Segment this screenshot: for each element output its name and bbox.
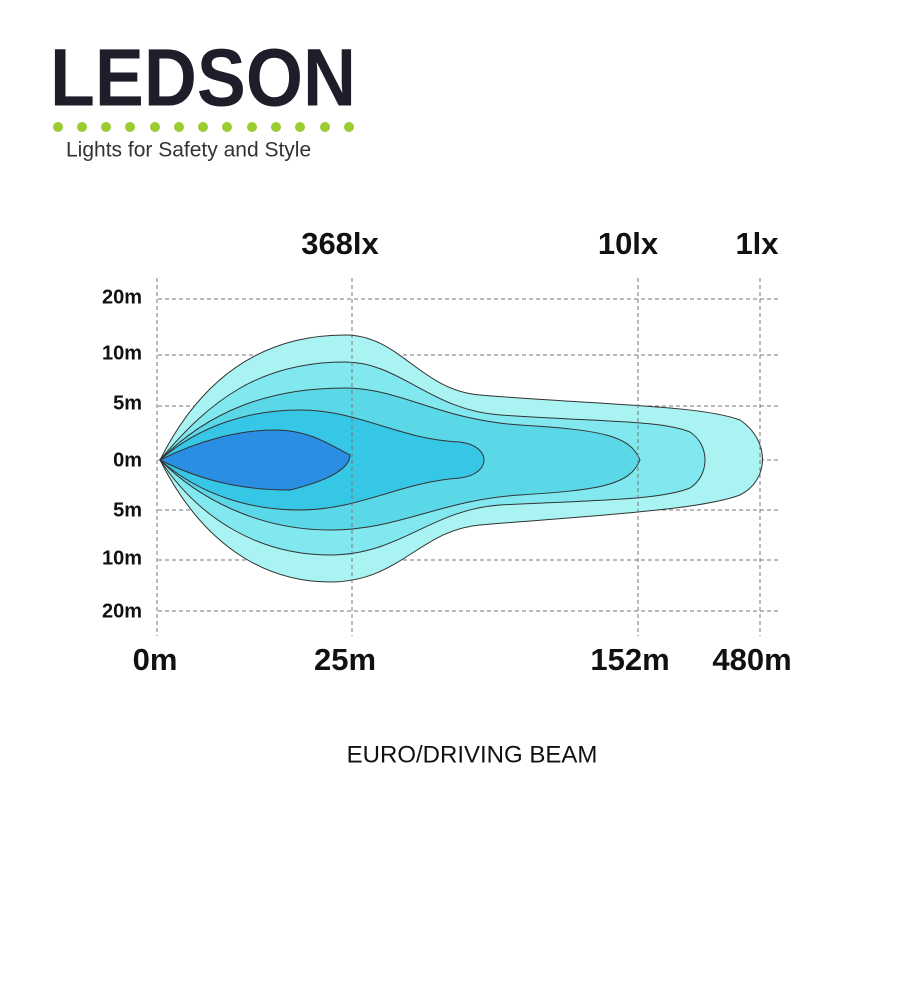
logo-name: LEDSON: [50, 33, 356, 124]
lux-label: 368lx: [301, 226, 379, 261]
y-label: 20m: [102, 600, 142, 622]
y-label: 10m: [102, 547, 142, 569]
lux-label: 10lx: [598, 226, 659, 261]
y-label: 10m: [102, 342, 142, 364]
y-label: 5m: [113, 392, 142, 414]
x-label: 25m: [314, 642, 376, 677]
caption: EURO/DRIVING BEAM: [347, 741, 598, 768]
x-label: 152m: [590, 642, 669, 677]
lux-label: 1lx: [735, 226, 779, 261]
logo-dots: [53, 122, 354, 132]
y-label: 20m: [102, 286, 142, 308]
logo-tagline: Lights for Safety and Style: [66, 139, 311, 162]
x-label: 480m: [712, 642, 791, 677]
vertical-grid: [156, 278, 761, 636]
y-label: 5m: [113, 499, 142, 521]
x-label: 0m: [133, 642, 178, 677]
y-label: 0m: [113, 449, 142, 471]
beam-pattern: [158, 334, 763, 583]
